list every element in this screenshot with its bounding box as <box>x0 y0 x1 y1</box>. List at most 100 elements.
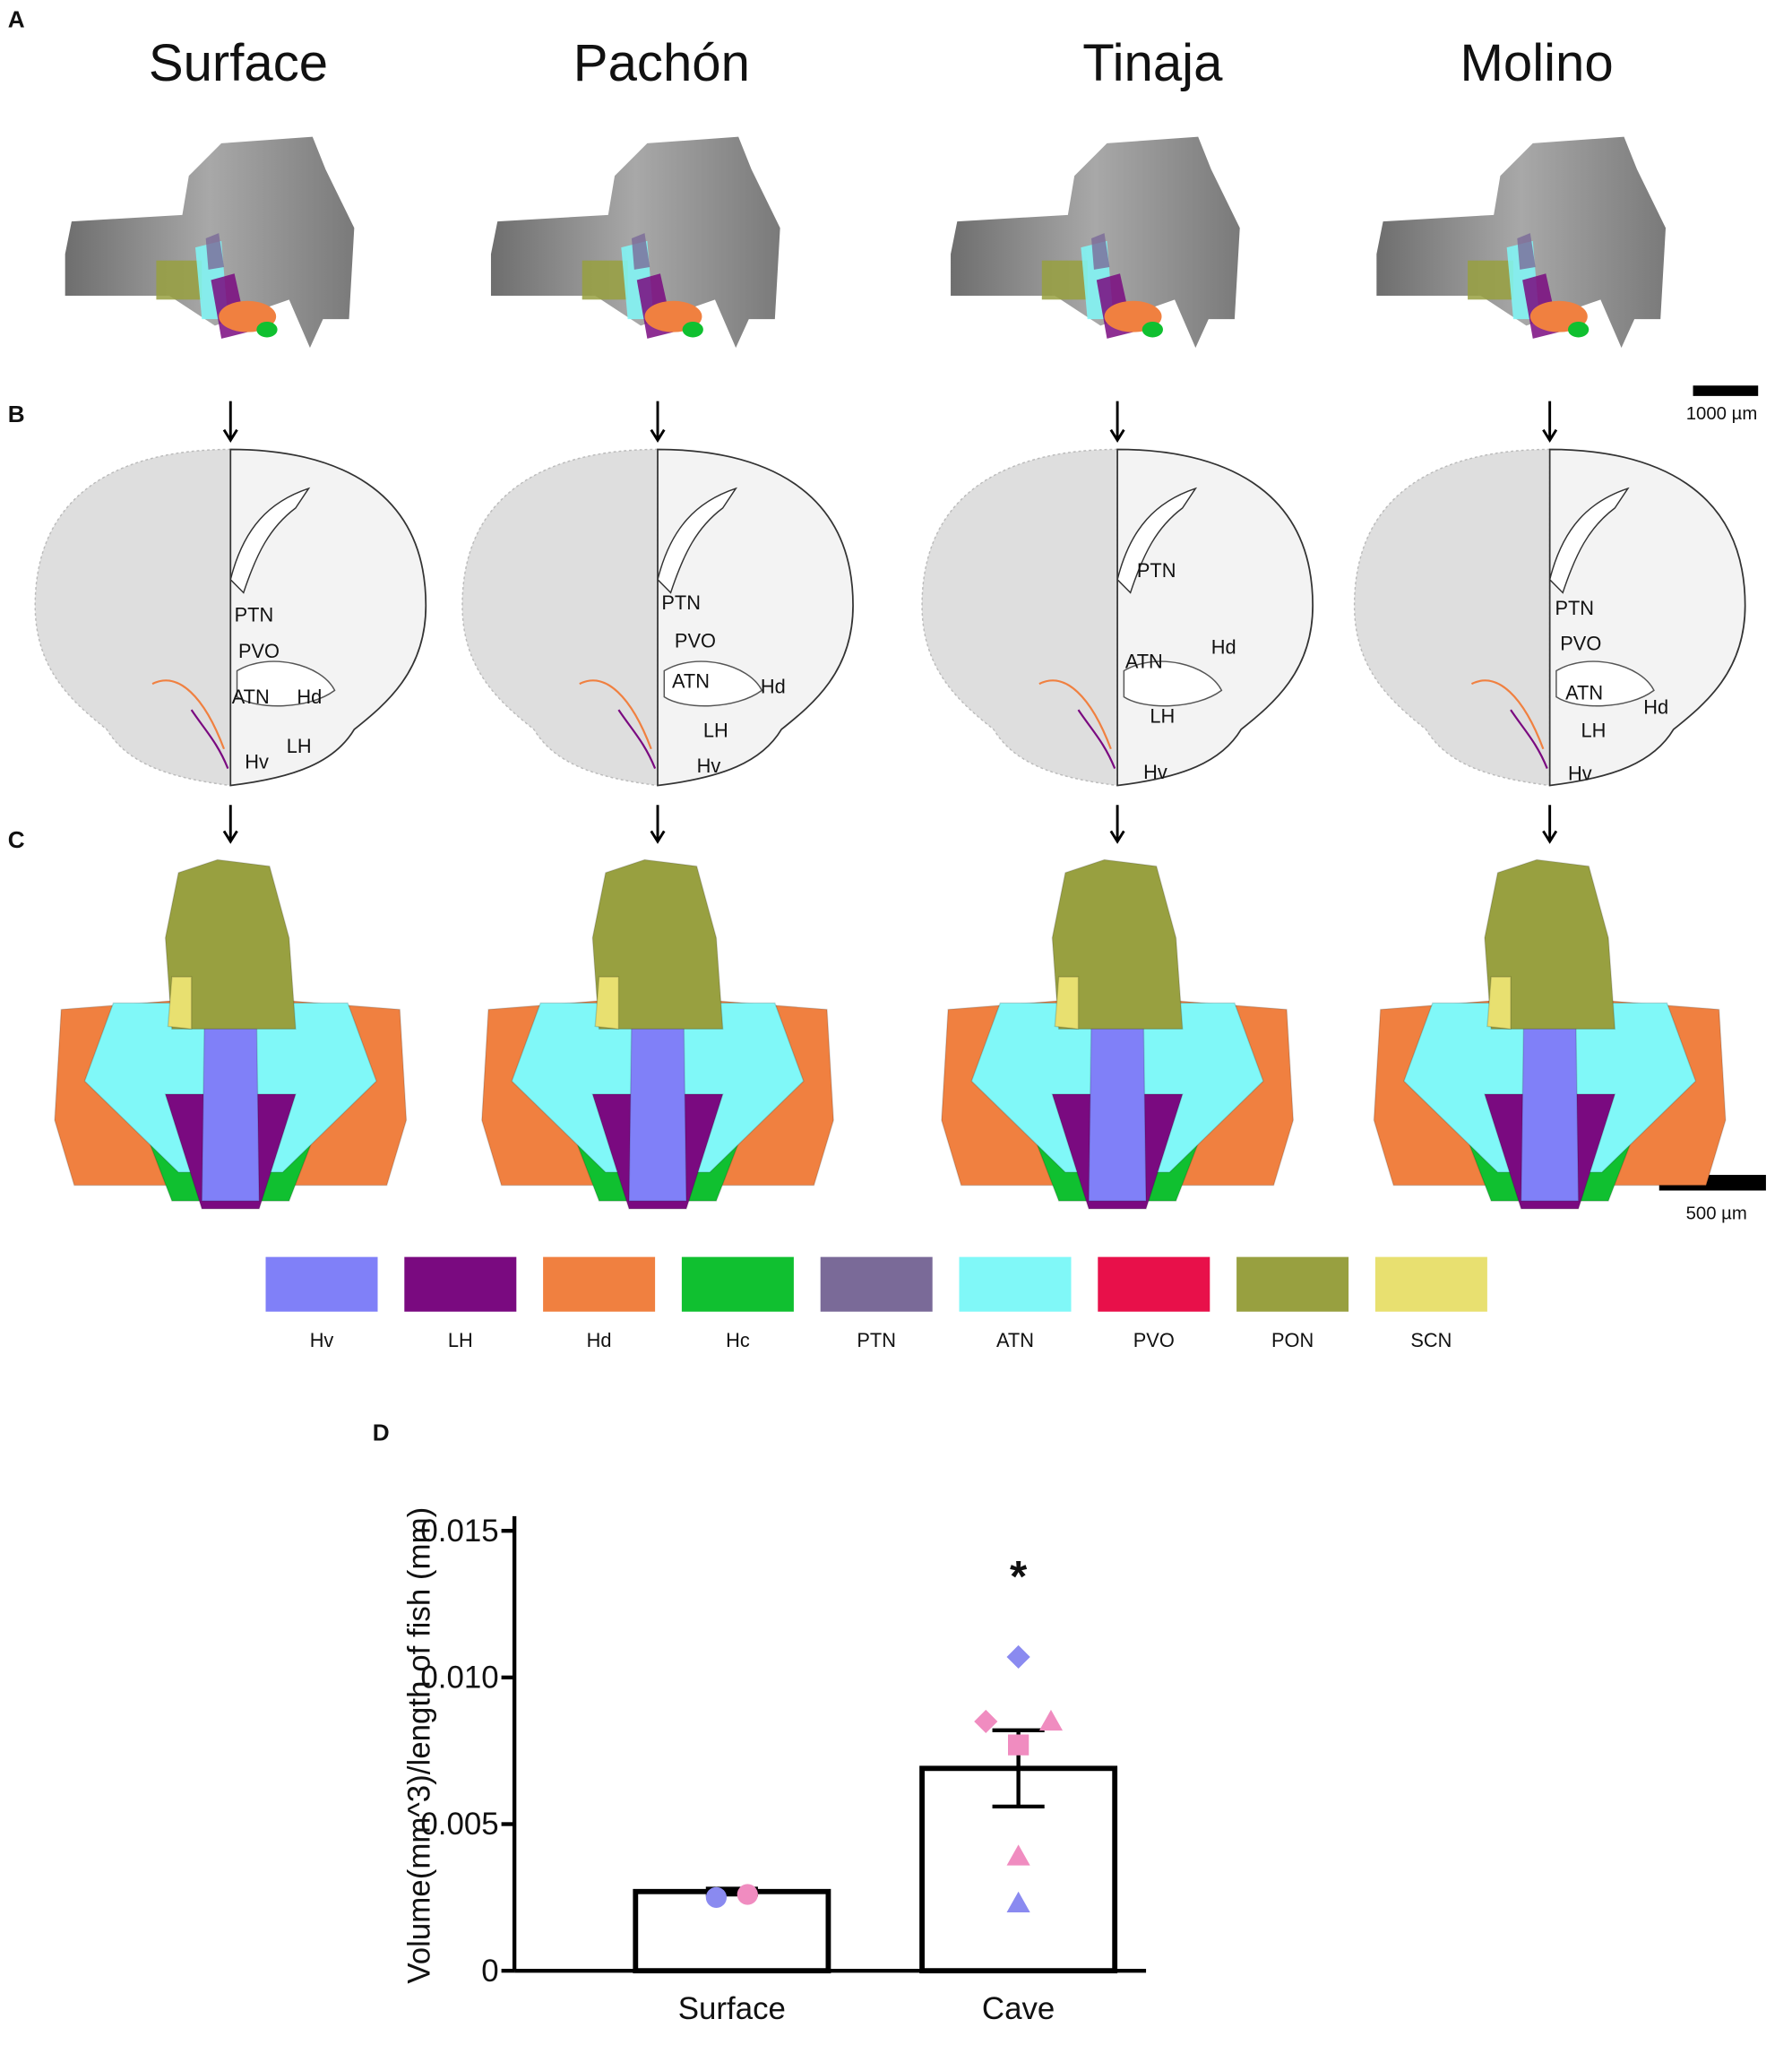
legend-label: SCN <box>1410 1329 1452 1351</box>
panel-label: A <box>8 6 25 33</box>
legend-swatch <box>820 1256 933 1312</box>
ventricle <box>229 487 311 594</box>
nucleus-outline <box>1123 660 1223 707</box>
data-point <box>705 1886 728 1908</box>
region-surface <box>628 1015 687 1202</box>
data-point <box>974 1709 998 1734</box>
ventricle <box>1548 487 1630 594</box>
brain-render <box>951 136 1240 349</box>
legend-swatch <box>543 1256 656 1312</box>
strain-title: Tinaja <box>1082 34 1223 92</box>
y-tick-label: 0.015 <box>420 1514 498 1549</box>
section-right <box>1116 448 1314 787</box>
region-surface <box>1520 1015 1580 1202</box>
strain-title: Molino <box>1460 34 1613 92</box>
region-label: PVO <box>1560 632 1601 654</box>
region <box>1142 322 1163 338</box>
arrow <box>1542 401 1558 444</box>
data-point <box>1006 1891 1030 1913</box>
region-surface <box>591 859 724 1030</box>
arrow <box>222 401 238 444</box>
region-label: PTN <box>1555 597 1594 619</box>
region-label: ATN <box>232 686 270 708</box>
brain-render <box>65 136 355 349</box>
region <box>1468 260 1513 300</box>
section-left <box>1353 448 1551 787</box>
region <box>1091 233 1110 270</box>
legend-label: LH <box>448 1329 473 1351</box>
nucleus-outline <box>236 660 336 707</box>
legend-swatch <box>1374 1256 1487 1312</box>
region <box>205 233 224 270</box>
region-label: LH <box>1581 720 1607 742</box>
region-render <box>54 859 408 1210</box>
legend-label: Hv <box>310 1329 334 1351</box>
region-label: Hv <box>245 751 269 773</box>
data-point <box>1006 1844 1030 1866</box>
strain-title: Pachón <box>573 34 750 92</box>
section-left <box>461 448 659 787</box>
brain-render <box>1376 136 1667 349</box>
scale-bar <box>1693 385 1759 396</box>
legend-swatch <box>404 1256 517 1312</box>
region-label: PTN <box>235 603 274 626</box>
legend-swatch <box>959 1256 1072 1312</box>
brain-section <box>1353 448 1746 787</box>
tract <box>1470 679 1545 750</box>
legend-label: Hd <box>587 1329 612 1351</box>
brain-render <box>490 136 780 349</box>
region-label: Hv <box>1568 763 1592 785</box>
panel-label: D <box>373 1419 390 1446</box>
region <box>1041 260 1088 300</box>
region <box>1517 233 1536 270</box>
region-label: LH <box>703 720 728 742</box>
panel-label: C <box>8 826 25 853</box>
scale-label: 500 µm <box>1686 1204 1747 1223</box>
legend-label: PVO <box>1133 1329 1175 1351</box>
region-render <box>941 859 1295 1210</box>
section-left <box>34 448 231 787</box>
region-surface <box>164 859 297 1030</box>
significance-marker: * <box>1010 1552 1028 1601</box>
region-label: Hd <box>297 686 322 708</box>
nucleus-outline <box>1555 660 1655 707</box>
region-surface <box>201 1015 260 1202</box>
region <box>1568 322 1590 338</box>
bar <box>633 1888 831 1974</box>
legend-swatch <box>681 1256 794 1312</box>
legend-swatch <box>1236 1256 1349 1312</box>
region <box>582 260 628 300</box>
section-left <box>921 448 1118 787</box>
ventricle <box>1116 487 1198 594</box>
legend-swatch <box>1098 1256 1210 1312</box>
legend-label: PON <box>1271 1329 1314 1351</box>
nucleus-outline <box>663 660 763 707</box>
legend-swatch <box>265 1256 378 1312</box>
region-surface <box>1486 976 1512 1031</box>
section-right <box>657 448 854 787</box>
scale-label: 1000 µm <box>1686 404 1758 424</box>
region-surface <box>1054 976 1080 1031</box>
tract <box>1510 709 1548 769</box>
tract <box>1077 709 1116 769</box>
brain-section <box>921 448 1314 787</box>
region-label: ATN <box>1565 682 1603 704</box>
region-render <box>481 859 834 1210</box>
arrow <box>1109 805 1125 844</box>
region-label: Hv <box>1143 761 1167 783</box>
region-label: Hv <box>697 755 721 777</box>
region-label: LH <box>287 735 312 757</box>
region-label: PTN <box>661 591 701 614</box>
region-label: ATN <box>672 669 710 692</box>
region-surface <box>167 976 193 1031</box>
region-render <box>1373 859 1727 1210</box>
region-surface <box>1484 859 1616 1030</box>
y-tick-label: 0 <box>481 1954 498 1989</box>
tract <box>617 709 657 769</box>
arrow <box>1542 805 1558 844</box>
arrow <box>650 401 666 444</box>
region-surface <box>1051 859 1184 1030</box>
region <box>682 322 703 338</box>
y-axis-label: Volume(mm^3)/length of fish (mm) <box>402 1507 437 1984</box>
